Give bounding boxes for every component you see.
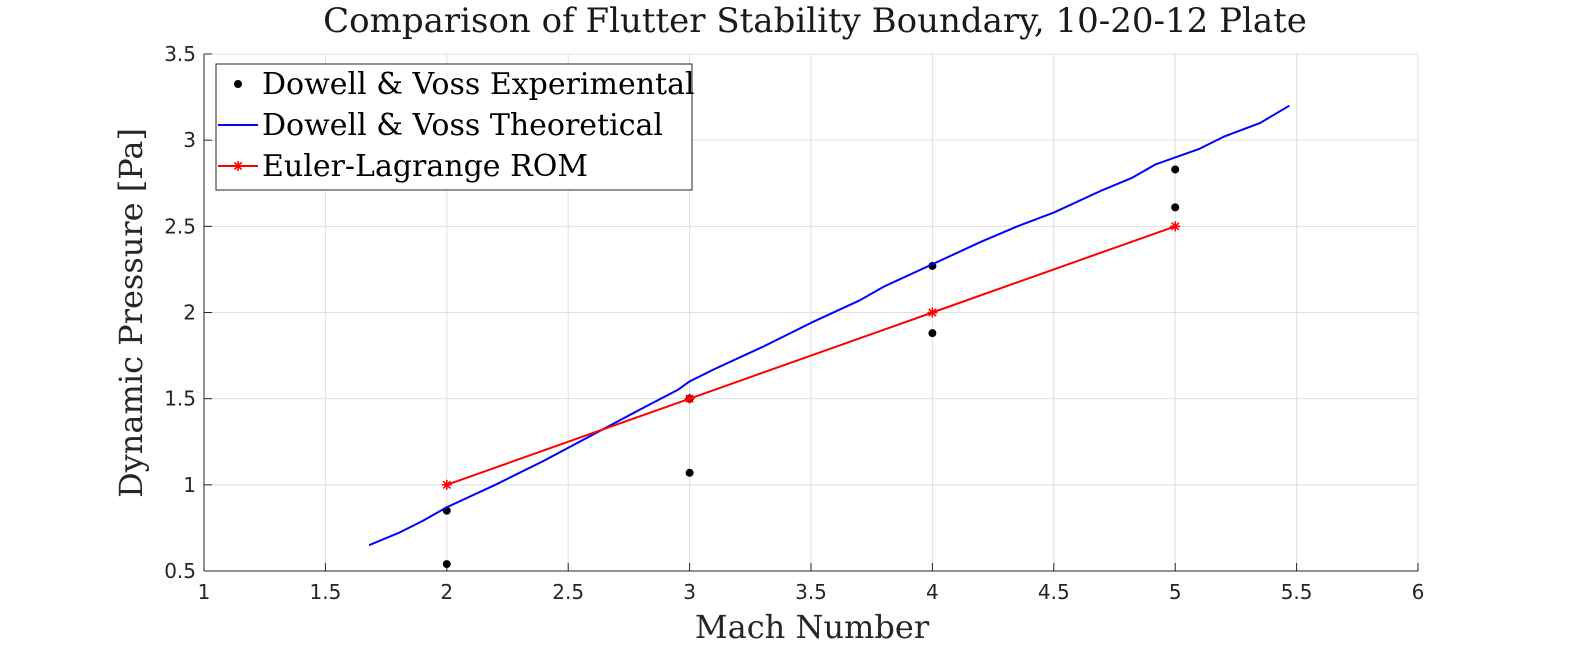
x-axis-label: Mach Number <box>695 608 930 646</box>
legend-label: Dowell & Voss Experimental <box>262 67 695 102</box>
legend-marker <box>234 80 242 88</box>
data-point <box>927 307 938 318</box>
x-tick-label: 1.5 <box>309 580 341 604</box>
data-point <box>684 393 695 404</box>
x-tick-label: 2 <box>440 580 453 604</box>
data-point <box>685 468 694 477</box>
x-tick-label: 1 <box>198 580 211 604</box>
y-tick-label: 1 <box>183 473 196 497</box>
series-layer <box>368 104 1290 569</box>
legend-entry: Dowell & Voss Experimental <box>234 67 695 102</box>
legend-marker <box>233 161 243 171</box>
y-axis-label: Dynamic Pressure [Pa] <box>112 128 150 498</box>
x-tick-label: 4 <box>926 580 939 604</box>
tick-labels: 1 1.5 2 2.5 3 3.5 4 4.5 5 5.5 60.511.522.533.5 <box>164 42 1424 604</box>
series-2 <box>441 221 1181 490</box>
x-tick-label: 3 <box>683 580 696 604</box>
legend-label: Euler-Lagrange ROM <box>262 149 588 184</box>
legend-entry: Dowell & Voss Theoretical <box>218 108 663 143</box>
x-tick-label: 3.5 <box>795 580 827 604</box>
chart-title: Comparison of Flutter Stability Boundary… <box>323 1 1307 41</box>
legend-label: Dowell & Voss Theoretical <box>262 108 663 143</box>
y-tick-label: 2 <box>183 301 196 325</box>
y-tick-label: 3 <box>183 128 196 152</box>
y-tick-label: 1.5 <box>164 387 196 411</box>
data-point <box>1171 165 1180 174</box>
legend: Dowell & Voss Experimental Dowell & Voss … <box>215 63 695 191</box>
data-point <box>928 329 937 338</box>
data-point <box>1171 203 1180 212</box>
y-tick-label: 2.5 <box>164 214 196 238</box>
series-1 <box>368 104 1290 547</box>
x-tick-label: 6 <box>1412 580 1425 604</box>
x-tick-label: 4.5 <box>1038 580 1070 604</box>
legend-entry: Euler-Lagrange ROM <box>218 149 588 184</box>
legend-box <box>215 63 693 191</box>
series-line <box>446 225 1176 486</box>
x-tick-label: 5.5 <box>1281 580 1313 604</box>
x-tick-label: 2.5 <box>552 580 584 604</box>
series-line <box>368 104 1290 547</box>
x-tick-label: 5 <box>1169 580 1182 604</box>
data-point <box>441 479 452 490</box>
data-point <box>1170 221 1181 232</box>
y-tick-label: 0.5 <box>164 559 196 583</box>
y-tick-label: 3.5 <box>164 42 196 66</box>
data-point <box>442 560 451 569</box>
